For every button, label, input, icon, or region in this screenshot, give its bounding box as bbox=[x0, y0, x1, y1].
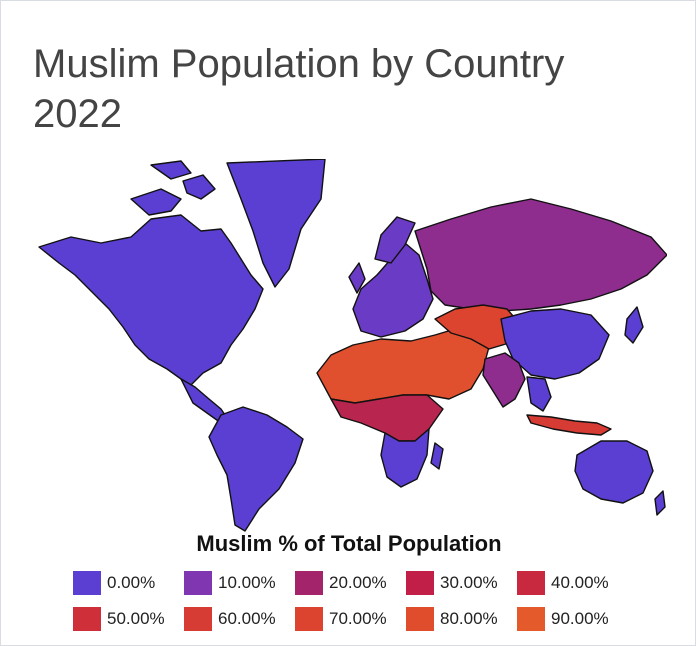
legend-item: 50.00% bbox=[73, 607, 184, 631]
legend-item: 40.00% bbox=[517, 571, 628, 595]
legend-row: 50.00% 60.00% 70.00% 80.00% 90.00% bbox=[73, 607, 633, 631]
legend-label: 80.00% bbox=[440, 609, 498, 628]
legend-title: Muslim % of Total Population bbox=[196, 531, 502, 556]
region-southern-africa bbox=[380, 428, 430, 488]
region-europe bbox=[352, 242, 434, 338]
legend-item: 30.00% bbox=[406, 571, 517, 595]
region-new-zealand bbox=[654, 490, 666, 516]
region-indonesia bbox=[526, 414, 612, 436]
legend-label: 90.00% bbox=[551, 609, 609, 628]
legend-swatch bbox=[517, 571, 545, 595]
region-australia bbox=[574, 440, 654, 504]
legend-label: 10.00% bbox=[218, 573, 276, 592]
region-mena bbox=[316, 328, 490, 404]
region-russia bbox=[414, 198, 667, 312]
region-uk bbox=[348, 262, 366, 294]
region-south-america bbox=[208, 406, 304, 532]
legend-swatch bbox=[73, 607, 101, 631]
region-scandinavia bbox=[374, 216, 416, 264]
legend-label: 70.00% bbox=[329, 609, 387, 628]
legend-label: 20.00% bbox=[329, 573, 387, 592]
legend-swatch bbox=[406, 607, 434, 631]
legend-item: 20.00% bbox=[295, 571, 406, 595]
world-map bbox=[38, 159, 667, 532]
legend: 0.00% 10.00% 20.00% 30.00% 40.00% 5 bbox=[73, 571, 633, 643]
legend-item: 80.00% bbox=[406, 607, 517, 631]
region-greenland bbox=[226, 159, 326, 288]
legend-swatch bbox=[295, 607, 323, 631]
page-title: Muslim Population by Country 2022 bbox=[33, 42, 565, 136]
legend-label: 0.00% bbox=[107, 573, 156, 592]
region-japan bbox=[624, 306, 644, 344]
legend-item: 90.00% bbox=[517, 607, 628, 631]
region-china bbox=[500, 308, 610, 380]
region-india bbox=[482, 352, 526, 408]
region-north-america bbox=[38, 214, 264, 386]
legend-swatch bbox=[295, 571, 323, 595]
legend-label: 40.00% bbox=[551, 573, 609, 592]
region-madagascar bbox=[430, 442, 444, 470]
legend-item: 0.00% bbox=[73, 571, 184, 595]
legend-label: 60.00% bbox=[218, 609, 276, 628]
legend-swatch bbox=[406, 571, 434, 595]
legend-swatch bbox=[73, 571, 101, 595]
legend-item: 60.00% bbox=[184, 607, 295, 631]
legend-label: 50.00% bbox=[107, 609, 165, 628]
legend-label: 30.00% bbox=[440, 573, 498, 592]
legend-swatch bbox=[517, 607, 545, 631]
legend-item: 10.00% bbox=[184, 571, 295, 595]
legend-row: 0.00% 10.00% 20.00% 30.00% 40.00% bbox=[73, 571, 633, 595]
legend-item: 70.00% bbox=[295, 607, 406, 631]
region-arctic-islands bbox=[130, 160, 216, 216]
region-southeast-asia bbox=[526, 376, 552, 412]
legend-swatch bbox=[184, 607, 212, 631]
legend-swatch bbox=[184, 571, 212, 595]
